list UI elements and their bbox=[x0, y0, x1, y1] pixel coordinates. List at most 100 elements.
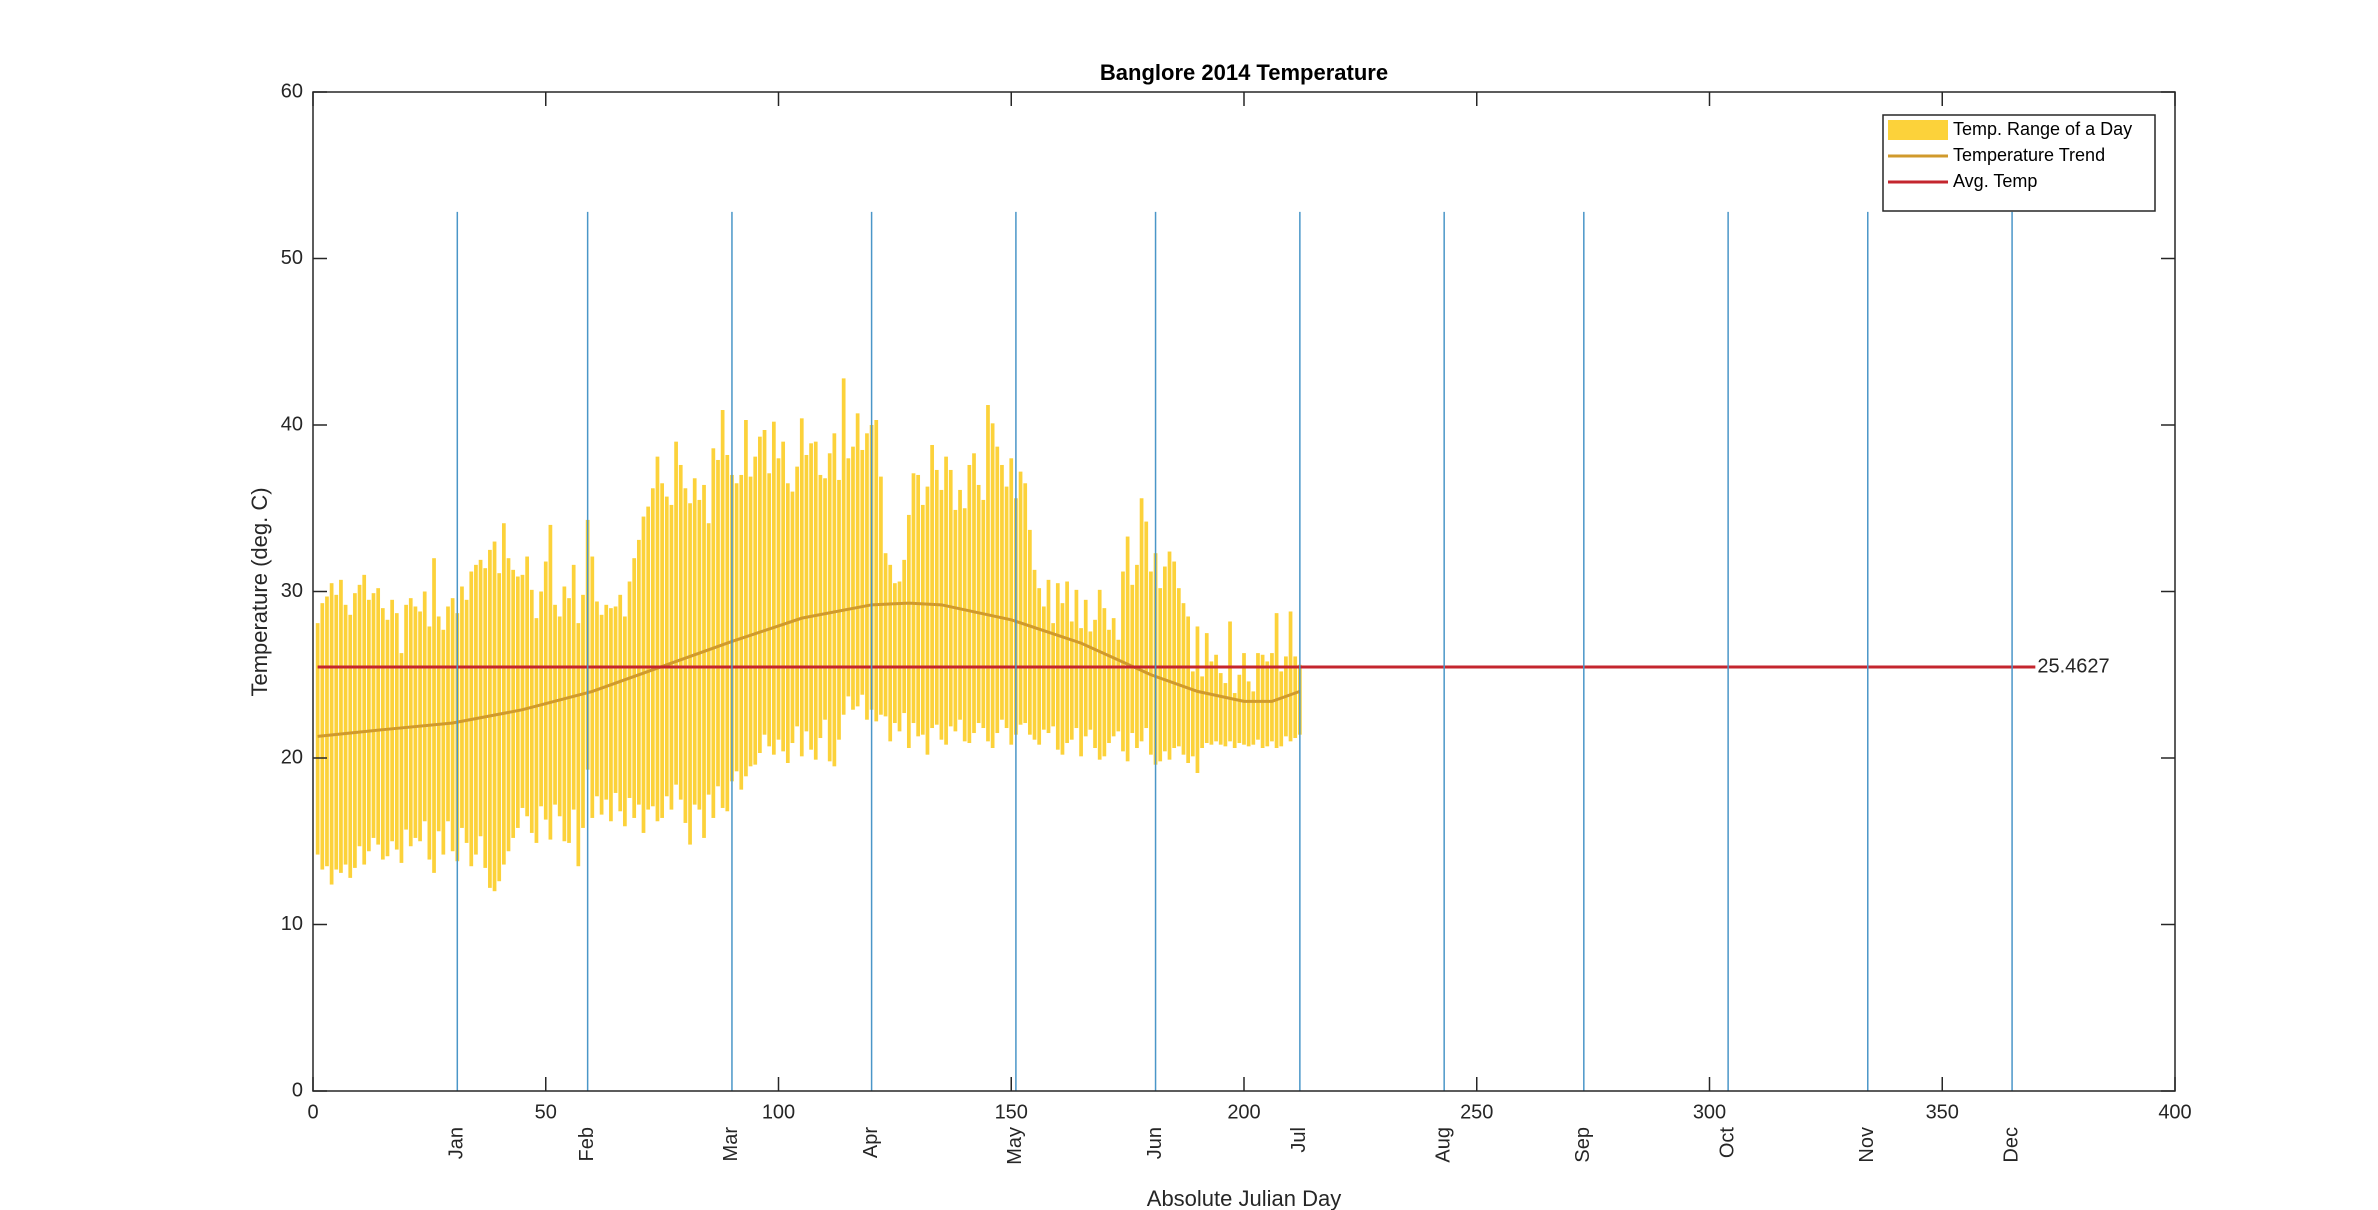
x-tick-label: 150 bbox=[995, 1101, 1028, 1123]
range-bar bbox=[725, 454, 730, 812]
range-bar bbox=[818, 474, 823, 739]
range-bar bbox=[1232, 693, 1237, 749]
range-bar bbox=[1279, 671, 1284, 747]
month-label: Mar bbox=[720, 1127, 742, 1162]
range-bar bbox=[576, 623, 581, 867]
range-bar bbox=[609, 608, 613, 822]
range-bar bbox=[557, 616, 562, 817]
range-bar bbox=[799, 418, 804, 757]
range-bar bbox=[353, 593, 357, 868]
range-bar bbox=[380, 608, 385, 860]
range-bar bbox=[432, 558, 436, 873]
range-bar bbox=[986, 405, 990, 742]
range-bar bbox=[879, 476, 883, 715]
x-tick-label: 400 bbox=[2158, 1101, 2191, 1123]
range-bar bbox=[967, 464, 972, 744]
y-tick-label: 60 bbox=[281, 80, 303, 102]
range-bar bbox=[1209, 661, 1214, 745]
range-bar bbox=[543, 561, 548, 820]
range-bar bbox=[1256, 653, 1260, 740]
range-bar bbox=[450, 598, 455, 852]
range-bar bbox=[976, 484, 981, 724]
range-bar bbox=[1190, 671, 1195, 757]
range-bar bbox=[1228, 621, 1232, 742]
range-bar bbox=[939, 489, 944, 740]
range-bar bbox=[1218, 673, 1223, 745]
range-bar bbox=[1251, 691, 1256, 745]
range-bar bbox=[515, 576, 520, 828]
range-bar bbox=[1116, 639, 1121, 732]
range-bar bbox=[1293, 656, 1298, 739]
range-bar bbox=[855, 413, 860, 707]
range-bar bbox=[1125, 536, 1130, 762]
range-bar bbox=[795, 466, 799, 727]
range-bar bbox=[1139, 498, 1144, 742]
chart-title: Banglore 2014 Temperature bbox=[1100, 60, 1388, 85]
range-bar bbox=[623, 616, 627, 827]
range-bar bbox=[953, 509, 958, 732]
range-bar bbox=[883, 553, 888, 717]
range-bar bbox=[990, 423, 995, 749]
x-tick-label: 0 bbox=[307, 1101, 318, 1123]
range-bar bbox=[916, 474, 921, 737]
range-bar bbox=[841, 378, 846, 715]
range-bar bbox=[767, 473, 772, 747]
range-bar bbox=[1200, 676, 1204, 749]
range-bar bbox=[404, 604, 408, 830]
x-axis-label: Absolute Julian Day bbox=[1147, 1186, 1341, 1210]
range-bar bbox=[650, 488, 655, 807]
range-bar bbox=[1167, 551, 1172, 760]
y-tick-label: 20 bbox=[281, 746, 303, 768]
range-bar bbox=[674, 441, 678, 785]
range-bar bbox=[525, 556, 529, 817]
range-bar bbox=[948, 469, 953, 727]
range-bar bbox=[1172, 561, 1177, 749]
range-bar bbox=[1288, 611, 1293, 742]
range-bar bbox=[1107, 629, 1111, 744]
range-bar bbox=[511, 569, 516, 838]
range-bar bbox=[958, 489, 962, 720]
range-bar bbox=[339, 579, 343, 873]
y-tick-label: 0 bbox=[292, 1079, 303, 1101]
range-bar bbox=[1023, 483, 1028, 724]
legend-label: Temp. Range of a Day bbox=[1953, 119, 2132, 139]
range-bar bbox=[562, 586, 567, 842]
range-bar bbox=[860, 449, 865, 695]
legend-label: Avg. Temp bbox=[1953, 171, 2037, 191]
range-bar bbox=[441, 629, 446, 855]
range-bar bbox=[934, 469, 939, 725]
range-bar bbox=[1004, 486, 1009, 729]
range-bar bbox=[851, 446, 855, 710]
range-bar bbox=[641, 516, 646, 833]
range-bar bbox=[390, 599, 394, 842]
legend: Temp. Range of a Day Temperature Trend Avg… bbox=[1882, 114, 2156, 212]
range-bar bbox=[920, 504, 925, 735]
legend-swatch bbox=[1888, 120, 1948, 140]
range-bar bbox=[422, 591, 427, 822]
range-bar bbox=[520, 574, 525, 808]
range-bar bbox=[1000, 464, 1004, 720]
range-bar bbox=[1242, 653, 1246, 745]
range-bar bbox=[1223, 683, 1228, 747]
range-bar bbox=[669, 504, 674, 810]
range-bar bbox=[827, 453, 832, 762]
range-bar bbox=[902, 559, 907, 714]
range-bar bbox=[739, 474, 744, 790]
month-label: Jul bbox=[1288, 1127, 1310, 1153]
range-bar bbox=[1102, 608, 1107, 757]
range-bar bbox=[906, 514, 911, 749]
range-bar bbox=[692, 478, 697, 805]
range-bar bbox=[627, 581, 632, 798]
range-bar bbox=[804, 454, 809, 732]
range-bar bbox=[567, 598, 571, 843]
range-bar bbox=[1028, 529, 1032, 735]
range-bar bbox=[888, 564, 893, 742]
month-label: Jan bbox=[446, 1127, 468, 1159]
range-bar bbox=[315, 623, 320, 855]
range-bar bbox=[1195, 626, 1200, 773]
range-bar bbox=[618, 594, 623, 812]
month-label: Aug bbox=[1432, 1127, 1454, 1163]
range-bar bbox=[376, 588, 381, 845]
range-bar bbox=[394, 613, 399, 850]
range-bar bbox=[1111, 618, 1116, 737]
